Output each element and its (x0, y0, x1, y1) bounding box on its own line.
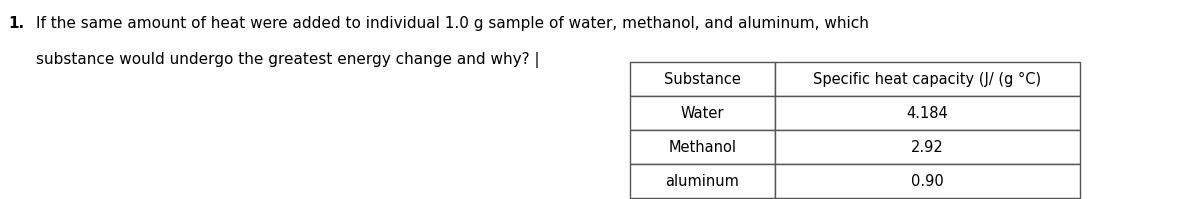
Bar (630, 96, 775, 130)
Text: 4.184: 4.184 (907, 105, 948, 121)
Text: Substance: Substance (664, 71, 740, 87)
Bar (630, 130, 775, 164)
Bar (775, 62, 1080, 96)
Bar (775, 164, 1080, 198)
Text: Water: Water (680, 105, 725, 121)
Text: If the same amount of heat were added to individual 1.0 g sample of water, metha: If the same amount of heat were added to… (36, 16, 869, 31)
Bar (630, 164, 775, 198)
Text: substance would undergo the greatest energy change and why? |: substance would undergo the greatest ene… (36, 52, 540, 68)
Bar (775, 96, 1080, 130)
Text: 2.92: 2.92 (911, 139, 944, 154)
Text: 0.90: 0.90 (911, 174, 944, 188)
Text: Methanol: Methanol (668, 139, 737, 154)
Text: Specific heat capacity (J/ (g °C): Specific heat capacity (J/ (g °C) (814, 71, 1042, 87)
Text: 1.: 1. (8, 16, 24, 31)
Bar (630, 62, 775, 96)
Bar (775, 130, 1080, 164)
Text: aluminum: aluminum (666, 174, 739, 188)
